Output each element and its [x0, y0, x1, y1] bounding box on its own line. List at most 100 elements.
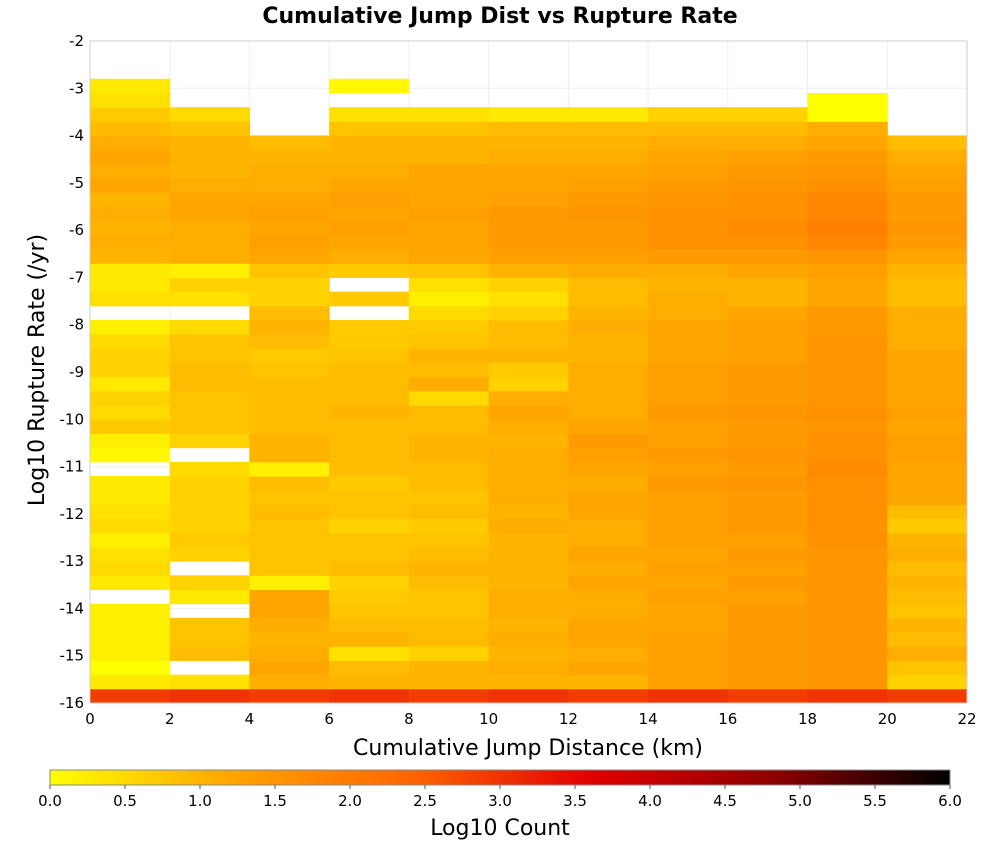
heatmap-cell — [887, 561, 968, 576]
heatmap-cell — [408, 632, 490, 647]
heatmap-cells — [90, 78, 968, 704]
heatmap-cell — [169, 504, 250, 520]
heatmap-cell — [169, 135, 250, 151]
heatmap-cell — [488, 192, 569, 207]
heatmap-cell — [329, 121, 410, 137]
heatmap-cell — [408, 490, 490, 505]
heatmap-cell — [408, 518, 490, 534]
heatmap-cell — [408, 419, 490, 434]
heatmap-cell — [648, 263, 729, 278]
heatmap-cell — [169, 546, 250, 562]
heatmap-cell — [568, 163, 649, 179]
heatmap-cell — [887, 688, 968, 704]
heatmap-cell — [568, 603, 649, 619]
heatmap-cell — [488, 546, 569, 562]
x-tick-label: 18 — [798, 710, 817, 728]
heatmap-cell — [90, 405, 171, 420]
heatmap-cell — [408, 291, 490, 307]
y-tick-label: -5 — [69, 174, 84, 192]
heatmap-cell — [648, 476, 729, 491]
heatmap-cell — [249, 135, 330, 151]
heatmap-cell — [727, 277, 809, 293]
heatmap-cell — [169, 348, 250, 364]
heatmap-cell — [887, 206, 968, 222]
heatmap-cell — [807, 362, 888, 378]
heatmap-cell — [648, 249, 729, 264]
heatmap-cell — [807, 433, 888, 449]
heatmap-cell — [648, 390, 729, 406]
heatmap-cell — [648, 291, 729, 307]
heatmap-cell — [249, 249, 330, 264]
heatmap-cell — [169, 490, 250, 505]
heatmap-cell — [807, 447, 888, 463]
heatmap-cell — [727, 405, 809, 420]
heatmap-cell — [488, 561, 569, 576]
heatmap-cell — [488, 249, 569, 264]
heatmap-cell — [488, 178, 569, 193]
heatmap-cell — [887, 319, 968, 335]
heatmap-cell — [807, 589, 888, 605]
heatmap-cell — [887, 249, 968, 264]
heatmap-cell — [807, 617, 888, 633]
heatmap-cell — [90, 348, 171, 364]
heatmap-cell — [648, 660, 729, 676]
x-tick-label: 6 — [324, 710, 334, 728]
heatmap-cell — [329, 220, 410, 236]
heatmap-cell — [488, 490, 569, 505]
x-tick-label: 4 — [245, 710, 255, 728]
heatmap-cell — [169, 192, 250, 207]
heatmap-cell — [807, 518, 888, 534]
heatmap-cell — [648, 135, 729, 151]
heatmap-cell — [90, 603, 171, 619]
heatmap-cell — [648, 575, 729, 591]
heatmap-cell — [408, 334, 490, 349]
heatmap-cell — [249, 476, 330, 491]
heatmap-cell — [568, 518, 649, 534]
heatmap-cell — [727, 546, 809, 562]
heatmap-cell — [90, 646, 171, 661]
heatmap-cell — [807, 178, 888, 193]
colorbar-label: Log10 Count — [430, 816, 570, 841]
heatmap-cell — [648, 447, 729, 463]
heatmap-cell — [568, 263, 649, 278]
heatmap-cell — [249, 348, 330, 364]
heatmap-cell — [887, 476, 968, 491]
heatmap-cell — [648, 405, 729, 420]
heatmap-cell — [887, 376, 968, 392]
heatmap-cell — [568, 135, 649, 151]
heatmap-cell — [807, 390, 888, 406]
heatmap-cell — [329, 433, 410, 449]
heatmap-cell — [329, 206, 410, 222]
heatmap-cell — [807, 348, 888, 364]
heatmap-cell — [887, 546, 968, 562]
heatmap-cell — [169, 376, 250, 392]
heatmap-cell — [249, 660, 330, 676]
heatmap-cell — [249, 603, 330, 619]
heatmap-cell — [887, 589, 968, 605]
heatmap-cell — [807, 646, 888, 661]
heatmap-cell — [488, 617, 569, 633]
heatmap-cell — [727, 192, 809, 207]
heatmap-cell — [727, 561, 809, 576]
heatmap-cell — [648, 419, 729, 434]
heatmap-cell — [807, 561, 888, 576]
heatmap-cell — [648, 163, 729, 179]
heatmap-cell — [568, 348, 649, 364]
heatmap-cell — [488, 234, 569, 250]
heatmap-cell — [568, 546, 649, 562]
heatmap-cell — [408, 476, 490, 491]
heatmap-cell — [488, 419, 569, 434]
heatmap-cell — [329, 107, 410, 122]
heatmap-cell — [568, 234, 649, 250]
heatmap-cell — [169, 632, 250, 647]
heatmap-cell — [90, 192, 171, 207]
heatmap-cell — [648, 646, 729, 661]
heatmap-cell — [568, 362, 649, 378]
heatmap-cell — [887, 490, 968, 505]
heatmap-cell — [887, 234, 968, 250]
heatmap-cell — [568, 390, 649, 406]
heatmap-cell — [568, 305, 649, 321]
heatmap-cell — [727, 206, 809, 222]
heatmap-cell — [488, 220, 569, 236]
heatmap-cell — [90, 206, 171, 222]
